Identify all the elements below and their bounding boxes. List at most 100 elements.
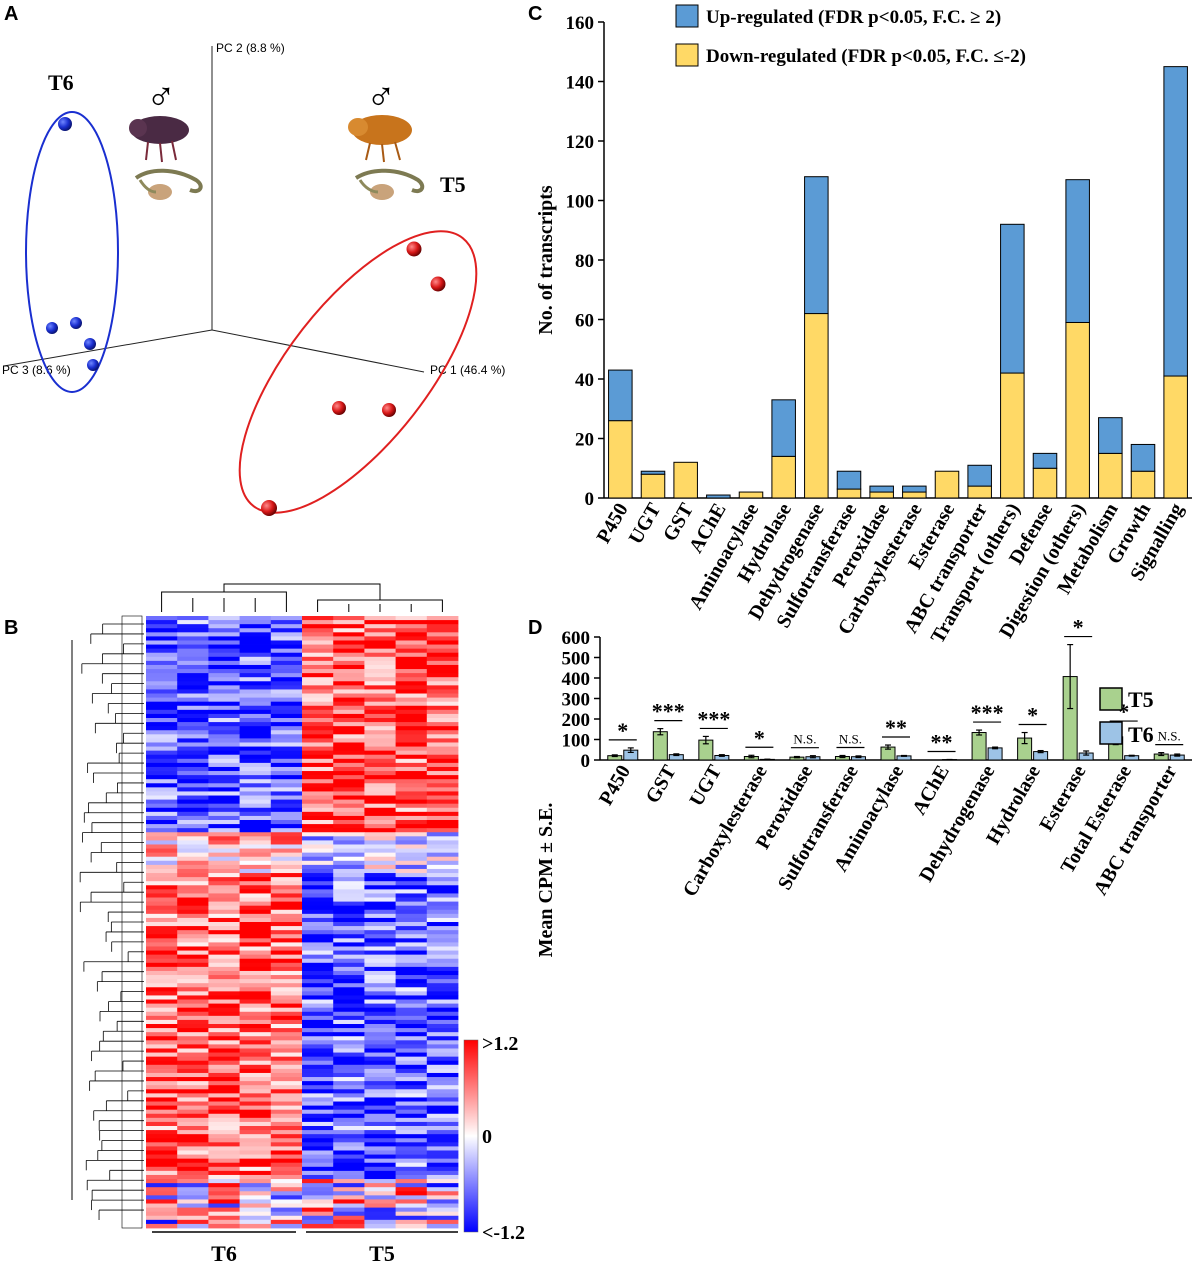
heatmap-cell: [302, 709, 334, 715]
heatmap-cell: [426, 873, 459, 878]
heatmap-cell: [426, 640, 459, 645]
heatmap-cell: [177, 681, 209, 686]
heatmap-cell: [364, 718, 396, 723]
heatmap-cell: [364, 864, 396, 870]
heatmap-cell: [426, 815, 459, 821]
heatmap-cell: [208, 664, 240, 670]
pc1-axis: [211, 329, 425, 373]
heatmap-cell: [333, 783, 365, 788]
heatmap-cell: [395, 1007, 428, 1013]
heatmap-cell: [177, 775, 209, 780]
heatmap-cell: [302, 922, 334, 927]
heatmap-cell: [426, 897, 459, 902]
heatmap-cell: [364, 860, 396, 866]
heatmap-cell: [146, 1044, 178, 1049]
heatmap-cell: [270, 950, 303, 956]
heatmap-cell: [364, 1113, 396, 1119]
heatmap-cell: [333, 860, 365, 866]
heatmap-cell: [364, 1170, 396, 1176]
t5-point: [382, 403, 396, 417]
heatmap-cell: [395, 1109, 428, 1115]
heatmap-cell: [364, 640, 396, 645]
heatmap-cell: [426, 1191, 459, 1196]
heatmap-cell: [270, 677, 303, 682]
t6-group-label: T6: [48, 70, 74, 95]
heatmap-cell: [395, 779, 428, 784]
heatmap-cell: [239, 934, 272, 939]
heatmap-cell: [395, 660, 428, 666]
heatmap-cell: [208, 758, 240, 764]
heatmap-cell: [333, 1191, 365, 1196]
heatmap-cell: [395, 897, 428, 902]
heatmap-cell: [333, 652, 365, 658]
heatmap-cell: [270, 640, 303, 645]
heatmap-cell: [426, 616, 459, 621]
heatmap-cell: [239, 983, 272, 988]
heatmap-cell: [177, 648, 209, 654]
heatmap-cell: [333, 832, 365, 837]
c-legend-down-swatch: [675, 43, 699, 67]
heatmap-cell: [395, 885, 428, 890]
heatmap-cell: [270, 701, 303, 707]
heatmap-cell: [239, 828, 272, 833]
heatmap-cell: [426, 820, 459, 825]
d-category-label: ABC transporter: [1089, 761, 1181, 899]
heatmap-cell: [239, 636, 272, 641]
heatmap-cell: [395, 766, 428, 772]
heatmap-cell: [302, 1219, 334, 1225]
heatmap-cell: [177, 828, 209, 833]
heatmap-cell: [364, 824, 396, 829]
heatmap-cell: [395, 1068, 428, 1074]
heatmap-cell: [177, 726, 209, 731]
heatmap-cell: [302, 901, 334, 907]
heatmap-cell: [239, 1130, 272, 1135]
heatmap-cell: [302, 926, 334, 931]
c-bar-down: [967, 485, 992, 499]
heatmap-cell: [239, 1060, 272, 1066]
heatmap-cell: [146, 1109, 178, 1115]
heatmap-cell: [270, 664, 303, 670]
heatmap-cell: [146, 962, 178, 968]
heatmap-cell: [239, 742, 272, 747]
heatmap-cell: [177, 1154, 209, 1160]
heatmap-cell: [333, 1052, 365, 1058]
d-significance-label: *: [754, 725, 765, 750]
heatmap-cell: [302, 856, 334, 862]
heatmap-cell: [208, 1170, 240, 1176]
heatmap-cell: [426, 722, 459, 727]
c-legend-down-label: Down-regulated (FDR p<0.05, F.C. ≤-2): [706, 46, 1026, 67]
heatmap-cell: [146, 905, 178, 911]
d-y-tick-label: 500: [562, 649, 591, 670]
heatmap-cell: [208, 893, 240, 898]
heatmap-cell: [395, 1130, 428, 1135]
heatmap-cell: [177, 787, 209, 792]
heatmap-cell: [395, 893, 428, 898]
heatmap-cell: [364, 979, 396, 984]
heatmap-cell: [146, 1040, 178, 1045]
heatmap-cell: [270, 1134, 303, 1139]
heatmap-cell: [333, 1113, 365, 1119]
heatmap-cell: [270, 1170, 303, 1176]
heatmap-cell: [395, 1179, 428, 1184]
heatmap-cell: [333, 624, 365, 629]
heatmap-cell: [395, 718, 428, 723]
heatmap-cell: [146, 1097, 178, 1102]
heatmap-cell: [177, 693, 209, 698]
heatmap-cell: [146, 877, 178, 882]
heatmap-cell: [208, 1166, 240, 1172]
heatmap-cell: [270, 836, 303, 841]
heatmap-cell: [395, 917, 428, 923]
heatmap-cell: [395, 1138, 428, 1143]
heatmap-cell: [208, 620, 240, 625]
d-bar-t6: [987, 747, 1003, 761]
heatmap-cell: [177, 709, 209, 715]
c-y-tick-label: 140: [566, 73, 595, 94]
heatmap-cell: [239, 868, 272, 874]
pc1-axis-label: PC 1 (46.4 %): [430, 363, 505, 377]
heatmap-cell: [364, 803, 396, 809]
heatmap-cell: [302, 1085, 334, 1090]
heatmap-cell: [426, 852, 459, 858]
heatmap-cell: [208, 1138, 240, 1143]
heatmap-cell: [364, 742, 396, 747]
heatmap-cell: [177, 930, 209, 935]
